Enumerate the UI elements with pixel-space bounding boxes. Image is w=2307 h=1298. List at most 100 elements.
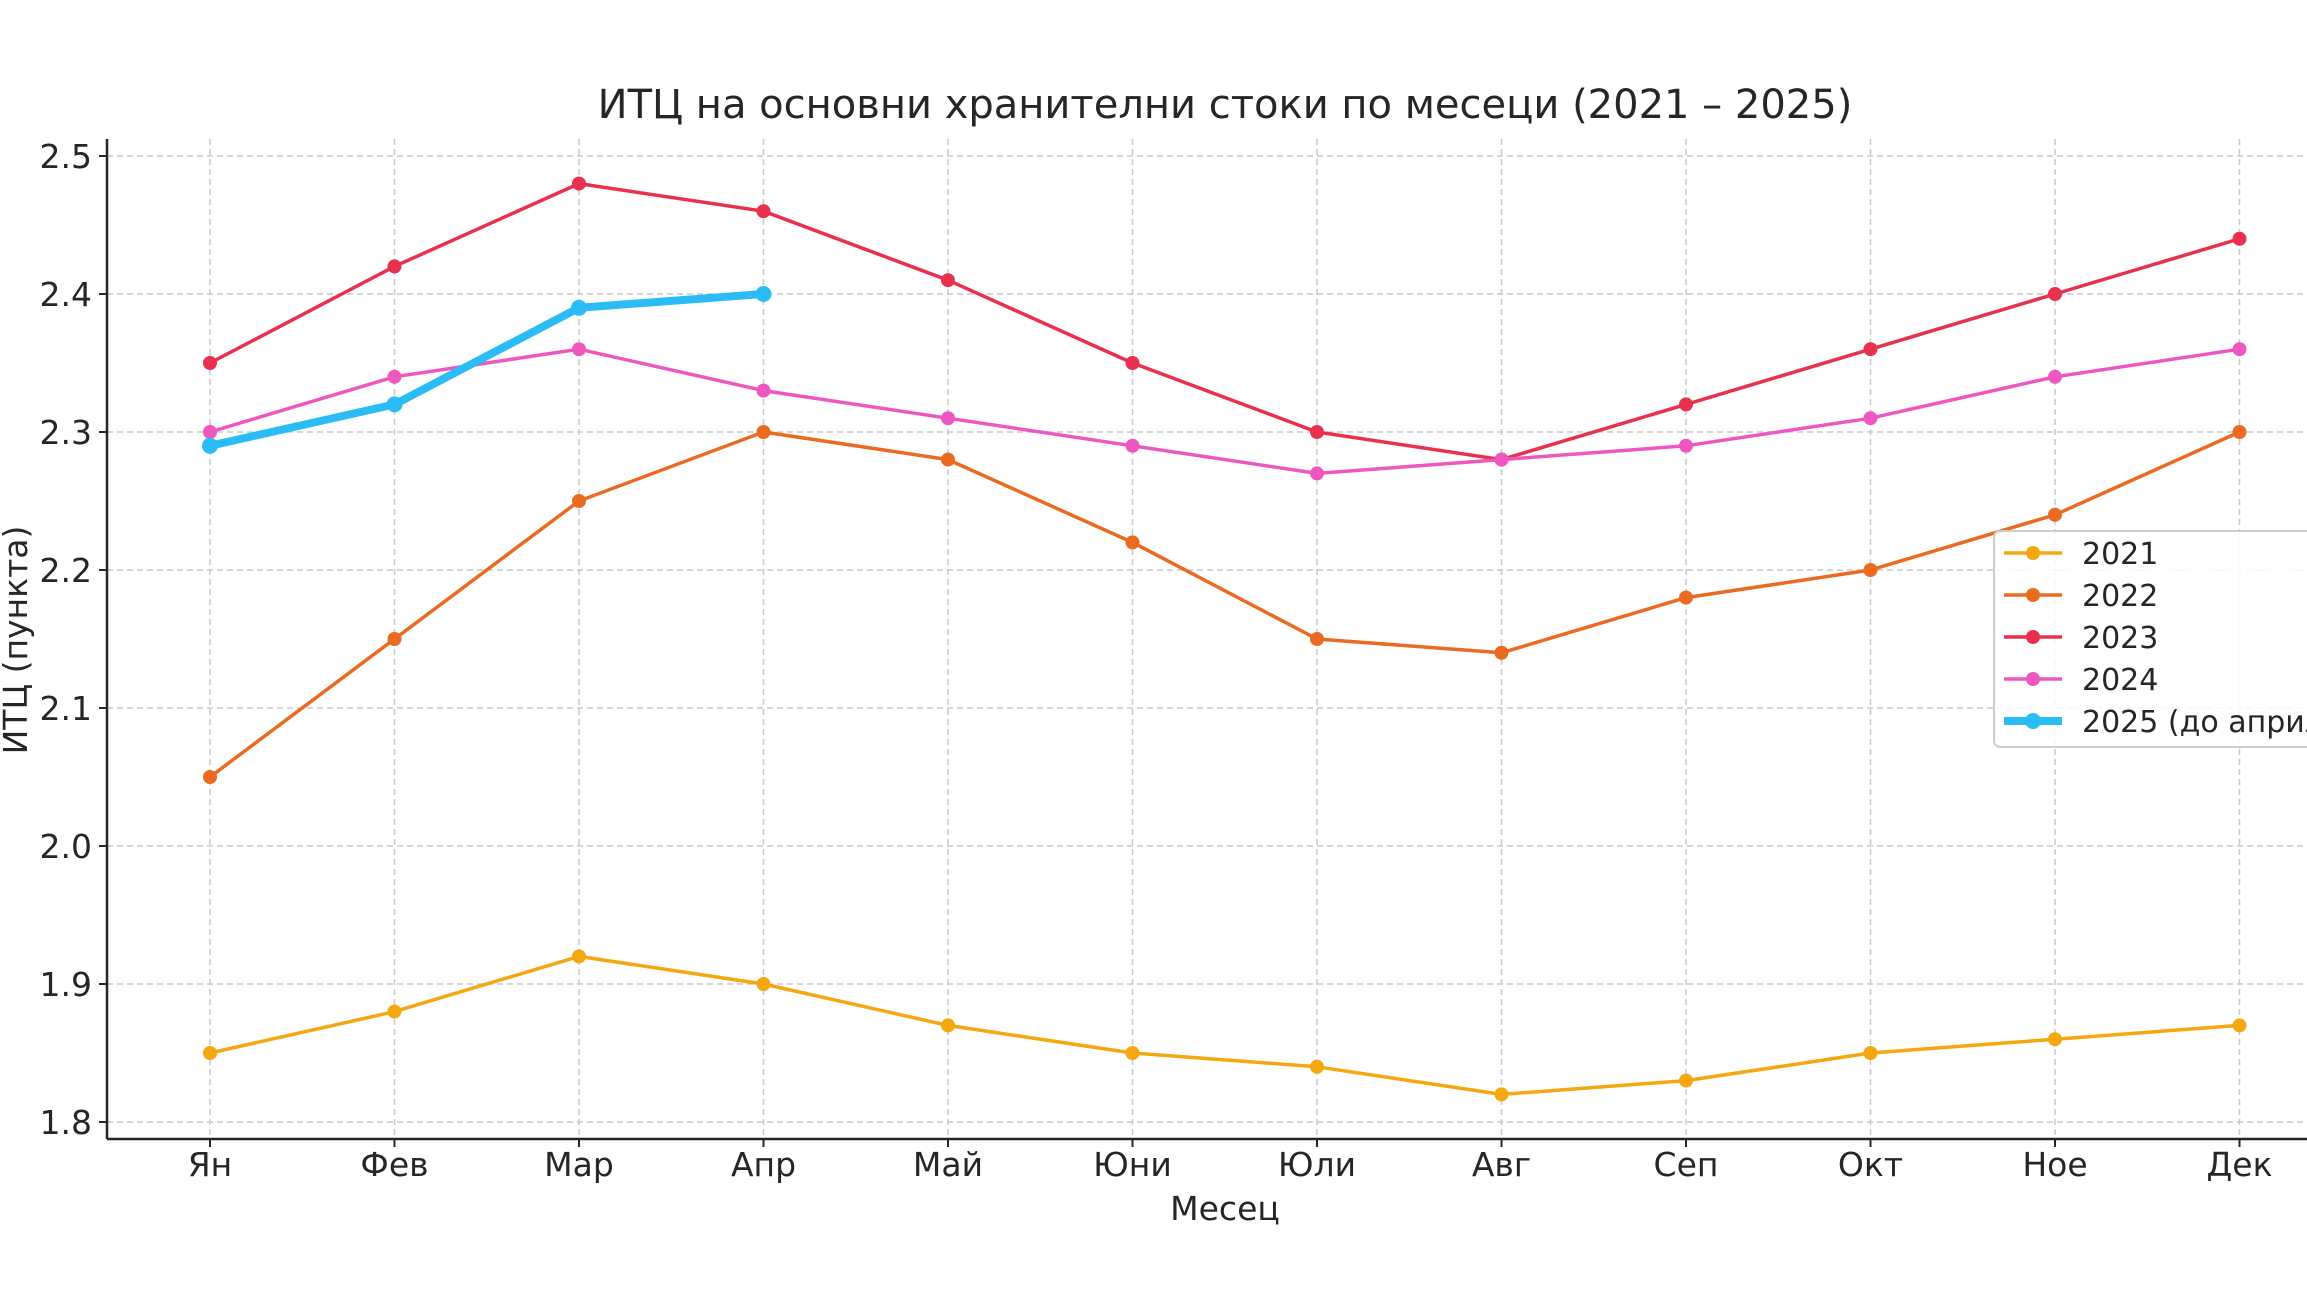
legend-swatch-marker xyxy=(2026,630,2040,644)
y-axis-label: ИТЦ (пункта) xyxy=(0,526,35,755)
data-point xyxy=(941,411,955,426)
data-point xyxy=(1863,342,1878,357)
data-point xyxy=(2048,507,2062,522)
data-point xyxy=(203,425,217,439)
data-point xyxy=(2232,342,2247,357)
data-point xyxy=(2232,231,2247,246)
data-point xyxy=(941,452,955,467)
data-point xyxy=(1125,1046,1140,1060)
legend-label: 2024 xyxy=(2082,663,2158,698)
x-axis-label: Месец xyxy=(1170,1189,1280,1228)
y-tick-label: 2.5 xyxy=(40,137,92,176)
x-ticks: Ян Фев Мар Апр Май Юни Юли Авг Сеп Окт Ное Дек xyxy=(188,1139,2273,1184)
legend-swatch-marker xyxy=(2026,672,2040,686)
data-point xyxy=(387,632,402,646)
data-point xyxy=(941,1018,955,1033)
data-point xyxy=(756,977,771,991)
data-point xyxy=(572,949,586,964)
data-point xyxy=(756,383,771,398)
data-point xyxy=(756,425,771,439)
data-point xyxy=(941,273,955,288)
legend-swatch-marker xyxy=(2025,713,2041,729)
data-point xyxy=(1310,632,1324,646)
data-point xyxy=(1125,356,1140,370)
data-point xyxy=(1863,563,1878,577)
data-point xyxy=(1310,1059,1324,1074)
x-tick-label: Авг xyxy=(1472,1145,1531,1184)
data-point xyxy=(1679,590,1693,605)
data-point xyxy=(2048,1032,2062,1047)
x-tick-label: Апр xyxy=(731,1145,796,1184)
legend-swatch-marker xyxy=(2026,588,2040,602)
y-ticks: 1.8 1.9 2.0 2.1 2.2 2.3 2.4 2.5 xyxy=(40,137,107,1142)
legend: 2021 2022 2023 2024 2025 (до април) xyxy=(1993,530,2307,748)
series-line xyxy=(208,430,2241,779)
legend-box xyxy=(1993,530,2307,748)
data-point xyxy=(1863,411,1878,426)
legend-label: 2023 xyxy=(2082,621,2158,656)
data-point xyxy=(756,204,771,219)
x-tick-label: Ян xyxy=(188,1145,233,1184)
x-tick-label: Май xyxy=(913,1145,983,1184)
series-line xyxy=(209,290,764,450)
x-tick-label: Сеп xyxy=(1654,1145,1719,1184)
y-tick-label: 2.1 xyxy=(40,689,92,728)
data-point xyxy=(1125,535,1140,550)
data-point xyxy=(1679,1073,1693,1088)
data-point xyxy=(387,259,402,274)
x-tick-label: Окт xyxy=(1838,1145,1903,1184)
series-line xyxy=(209,181,2241,462)
data-point xyxy=(572,342,586,357)
y-tick-label: 2.2 xyxy=(40,551,92,590)
data-point xyxy=(203,1046,217,1060)
data-point xyxy=(1125,438,1140,453)
data-point xyxy=(203,356,217,370)
data-point xyxy=(2048,369,2062,384)
x-tick-label: Юли xyxy=(1278,1145,1356,1184)
data-point xyxy=(2048,287,2062,301)
legend-label: 2025 (до април) xyxy=(2082,705,2307,740)
series-line xyxy=(209,954,2240,1097)
data-point xyxy=(1310,466,1324,481)
data-point xyxy=(387,369,402,384)
data-point xyxy=(572,176,586,191)
x-tick-label: Мар xyxy=(544,1145,614,1184)
y-tick-label: 2.3 xyxy=(40,413,92,452)
data-point xyxy=(755,286,772,302)
legend-swatch-marker xyxy=(2026,546,2040,560)
chart-title: ИТЦ на основни хранителни стоки по месец… xyxy=(598,82,1853,128)
series-2025 xyxy=(202,286,772,454)
y-tick-label: 1.9 xyxy=(40,965,92,1004)
legend-label: 2022 xyxy=(2082,579,2158,614)
data-point xyxy=(1310,425,1324,439)
y-tick-label: 1.8 xyxy=(40,1103,92,1142)
series-2021 xyxy=(203,949,2247,1102)
data-point xyxy=(202,437,218,454)
data-point xyxy=(1863,1046,1878,1060)
x-tick-label: Дек xyxy=(2206,1145,2272,1184)
data-point xyxy=(571,299,587,316)
y-tick-label: 2.4 xyxy=(40,275,92,314)
series-2022 xyxy=(203,425,2247,784)
series-2023 xyxy=(203,176,2247,467)
data-point xyxy=(1679,397,1693,412)
data-point xyxy=(1494,645,1509,660)
legend-label: 2021 xyxy=(2082,537,2158,572)
series-group xyxy=(202,176,2247,1102)
series-2024 xyxy=(203,342,2247,481)
data-point xyxy=(1494,452,1509,467)
data-point xyxy=(1494,1087,1509,1102)
data-point xyxy=(2232,1018,2247,1033)
data-point xyxy=(387,1004,402,1019)
x-tick-label: Ное xyxy=(2022,1145,2087,1184)
x-tick-label: Юни xyxy=(1093,1145,1172,1184)
y-tick-label: 2.0 xyxy=(40,827,92,866)
data-point xyxy=(572,494,586,508)
series-line xyxy=(209,347,2240,476)
data-point xyxy=(2232,425,2247,439)
data-point xyxy=(1679,438,1693,453)
data-point xyxy=(386,396,403,413)
grid xyxy=(107,139,2307,1139)
x-tick-label: Фев xyxy=(360,1145,428,1184)
